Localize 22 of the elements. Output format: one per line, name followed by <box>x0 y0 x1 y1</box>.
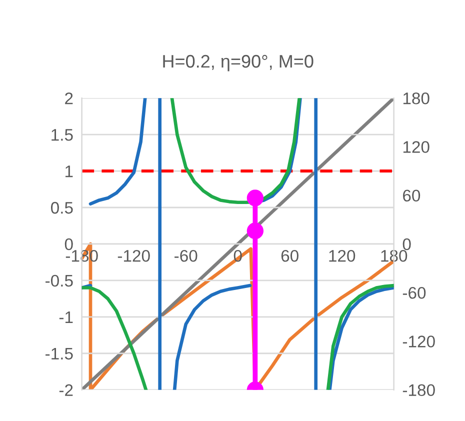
x-tick-label: 120 <box>329 250 356 262</box>
y-tick-label: -0.5 <box>46 274 73 287</box>
y2-tick-label: 0 <box>402 238 411 250</box>
chart-title: H=0.2, η=90°, M=0 <box>163 54 314 72</box>
y2-tick-label: -60 <box>402 286 426 299</box>
y-tick-label: 0 <box>64 238 73 250</box>
x-tick-label: 60 <box>281 250 298 262</box>
y-tick-label: 0.5 <box>50 202 73 214</box>
y2-tick-label: 120 <box>403 141 430 153</box>
y2-tick-label: -180 <box>402 384 435 396</box>
y2-tick-label: 180 <box>403 92 430 104</box>
y-tick-label: 1.5 <box>52 129 73 141</box>
y-tick-label: -1 <box>59 311 73 323</box>
y2-tick-label: -120 <box>402 336 435 348</box>
y-tick-label: 2 <box>65 92 73 104</box>
x-tick-label: 180 <box>381 250 408 262</box>
y2-tick-label: 60 <box>403 190 420 202</box>
x-tick-label: -120 <box>118 250 150 262</box>
y-tick-label: -2 <box>59 384 73 396</box>
y-tick-label: -1.5 <box>46 348 73 360</box>
x-tick-label: -60 <box>174 250 198 262</box>
y-tick-label: 1 <box>66 166 73 178</box>
